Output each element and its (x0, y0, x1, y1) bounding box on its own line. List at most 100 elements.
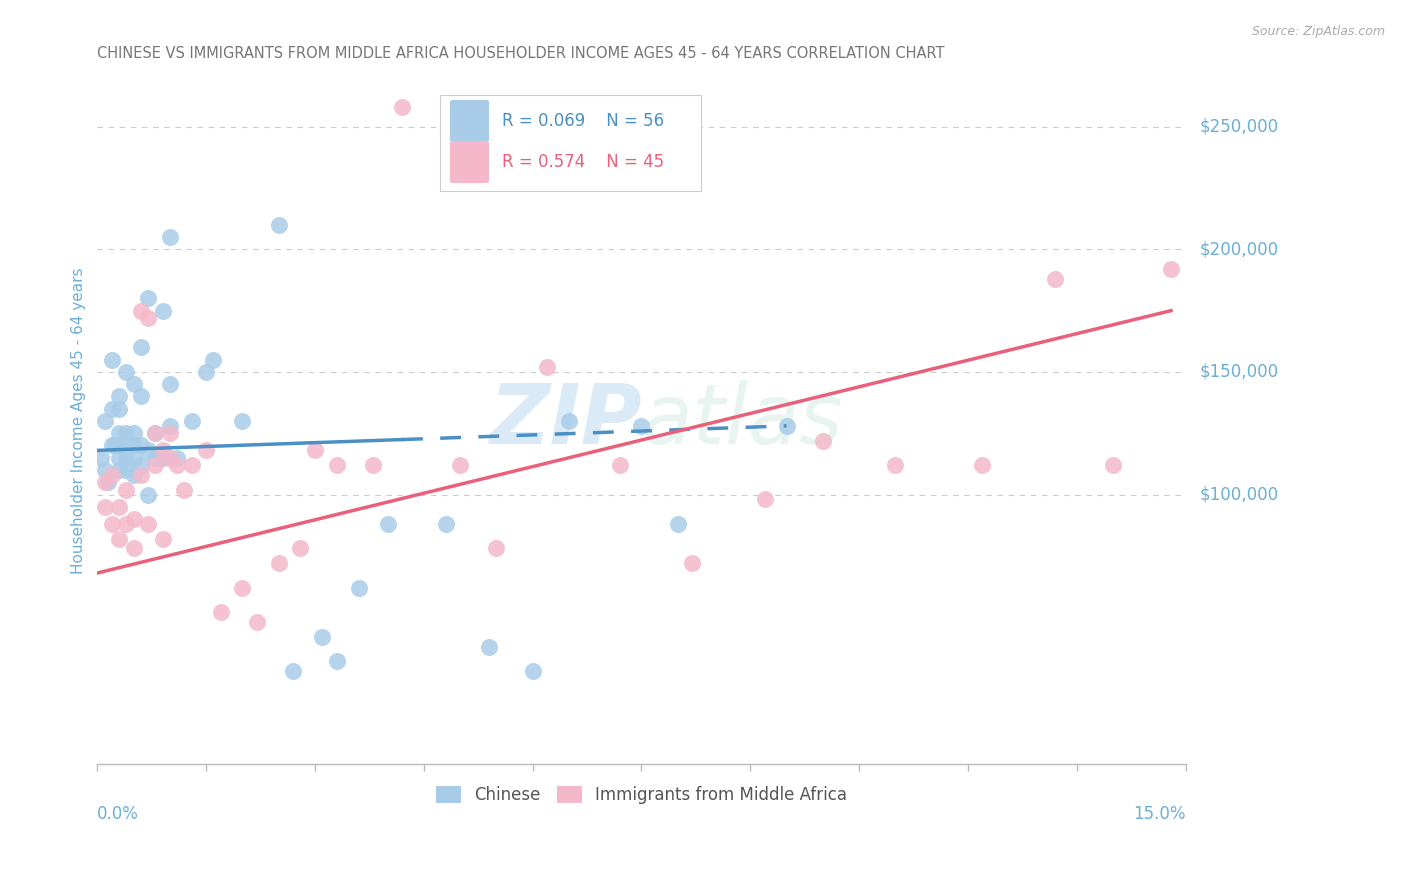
Point (136, 516, 159, 531)
Point (361, 458, 384, 472)
Point (972, 458, 994, 472)
Point (152, 303, 174, 318)
Point (522, 664, 544, 678)
FancyBboxPatch shape (440, 95, 702, 191)
Point (159, 377, 181, 392)
Point (104, 438, 127, 452)
Text: CHINESE VS IMMIGRANTS FROM MIDDLE AFRICA HOUSEHOLDER INCOME AGES 45 - 64 YEARS C: CHINESE VS IMMIGRANTS FROM MIDDLE AFRICA… (97, 46, 945, 62)
Point (101, 438, 124, 452)
Point (90, 450, 112, 465)
Point (108, 450, 131, 465)
Point (93, 500, 115, 514)
Point (609, 458, 631, 472)
Point (485, 541, 508, 556)
Point (231, 414, 253, 428)
Point (136, 443, 159, 458)
Point (136, 310, 159, 325)
Point (108, 463, 131, 477)
Point (754, 492, 776, 507)
Point (93, 414, 115, 428)
Point (129, 458, 152, 472)
Point (180, 414, 202, 428)
Point (108, 438, 131, 452)
Point (478, 640, 501, 654)
Point (166, 450, 188, 465)
Text: 0.0%: 0.0% (97, 805, 139, 823)
Text: Source: ZipAtlas.com: Source: ZipAtlas.com (1251, 25, 1385, 38)
Point (449, 458, 471, 472)
Point (115, 450, 138, 465)
Point (136, 487, 159, 501)
Point (101, 352, 124, 367)
Point (108, 426, 131, 441)
Point (811, 434, 834, 448)
Point (267, 218, 290, 232)
Point (159, 450, 181, 465)
Point (377, 516, 399, 531)
Point (101, 516, 124, 531)
Point (1043, 271, 1066, 285)
Point (231, 581, 253, 595)
Point (173, 483, 195, 497)
Text: $100,000: $100,000 (1199, 485, 1278, 503)
Point (267, 556, 290, 570)
Point (115, 483, 138, 497)
Point (122, 541, 145, 556)
Text: ZIP: ZIP (489, 381, 641, 461)
Point (93, 463, 115, 477)
Point (108, 401, 131, 416)
Legend: Chinese, Immigrants from Middle Africa: Chinese, Immigrants from Middle Africa (429, 780, 853, 811)
Point (195, 365, 218, 379)
FancyBboxPatch shape (450, 100, 489, 142)
Point (97, 475, 120, 490)
Point (630, 418, 652, 433)
Point (1102, 458, 1125, 472)
Point (1160, 261, 1182, 276)
Point (434, 516, 457, 531)
Text: $200,000: $200,000 (1199, 240, 1278, 259)
Point (152, 443, 174, 458)
Point (108, 500, 131, 514)
FancyBboxPatch shape (450, 141, 489, 183)
Point (108, 532, 131, 546)
Point (122, 512, 145, 526)
Point (884, 458, 907, 472)
Point (347, 581, 370, 595)
Text: atlas: atlas (641, 381, 844, 461)
Point (101, 467, 124, 482)
Point (115, 365, 138, 379)
Point (93, 475, 115, 490)
Point (122, 377, 145, 392)
Point (115, 516, 138, 531)
Point (145, 450, 167, 465)
Point (180, 458, 202, 472)
Point (209, 605, 232, 619)
Point (145, 458, 167, 472)
Point (166, 458, 188, 472)
Point (152, 532, 174, 546)
Point (283, 664, 305, 678)
Point (159, 418, 181, 433)
Point (159, 426, 181, 441)
Point (195, 443, 218, 458)
Point (311, 630, 333, 644)
Point (326, 458, 349, 472)
Point (145, 426, 167, 441)
Point (246, 615, 269, 629)
Point (115, 426, 138, 441)
Point (115, 463, 138, 477)
Point (681, 556, 703, 570)
Point (775, 418, 797, 433)
Point (129, 389, 152, 403)
Point (101, 401, 124, 416)
Point (290, 541, 312, 556)
Y-axis label: Householder Income Ages 45 - 64 years: Householder Income Ages 45 - 64 years (72, 268, 86, 574)
Point (122, 426, 145, 441)
Point (129, 303, 152, 318)
Text: R = 0.069    N = 56: R = 0.069 N = 56 (502, 112, 664, 130)
Point (122, 438, 145, 452)
Point (326, 654, 349, 668)
Point (136, 291, 159, 305)
Point (122, 467, 145, 482)
Text: 15.0%: 15.0% (1133, 805, 1185, 823)
